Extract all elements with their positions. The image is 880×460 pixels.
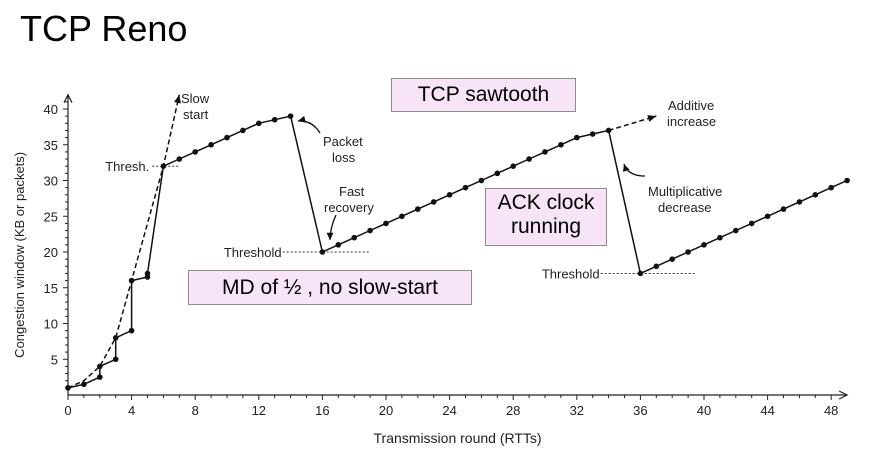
data-point — [383, 220, 389, 227]
data-point — [144, 270, 151, 277]
fast-recovery-pointer-head — [326, 232, 334, 240]
data-point — [255, 120, 262, 127]
data-point — [208, 141, 214, 148]
data-point — [542, 149, 548, 155]
data-point — [399, 213, 405, 220]
data-point — [112, 335, 119, 341]
arrow-head — [174, 94, 181, 104]
callout-md-half: MD of ½ , no slow-start — [188, 270, 472, 305]
data-point — [526, 156, 532, 162]
x-tick-label: 12 — [252, 403, 266, 418]
y-axis-arrow — [63, 93, 73, 103]
x-axis-label: Transmission round (RTTs) — [374, 430, 542, 446]
data-point — [748, 220, 755, 227]
data-point — [462, 184, 469, 191]
x-tick-label: 16 — [315, 403, 329, 418]
data-point — [589, 131, 596, 137]
slide-title: TCP Reno — [20, 8, 188, 49]
data-point — [701, 242, 707, 248]
data-point — [335, 242, 342, 248]
threshold-label: Thresh. — [105, 159, 149, 174]
data-point — [415, 206, 421, 212]
x-tick-label: 44 — [760, 403, 774, 418]
data-point — [717, 234, 723, 241]
annotation-multiplicative-decrease: Multiplicative decrease — [648, 184, 722, 215]
x-tick-label: 48 — [824, 403, 838, 418]
data-point — [812, 192, 819, 198]
data-point — [828, 184, 834, 191]
data-point — [844, 177, 850, 184]
data-point — [112, 356, 119, 363]
data-point — [780, 206, 787, 212]
x-tick-label: 20 — [379, 403, 393, 418]
data-point — [81, 381, 87, 388]
annotation-additive-increase: Additive increase — [667, 98, 716, 129]
dashed-series-line — [67, 94, 181, 389]
data-point — [351, 234, 358, 241]
y-tick-label: 20 — [44, 245, 58, 260]
x-axis-arrow — [838, 390, 849, 400]
data-point — [669, 256, 675, 262]
x-tick-label: 4 — [128, 403, 135, 418]
data-point — [446, 192, 453, 198]
callout-ack-line2: running — [510, 215, 582, 239]
packet-loss-pointer — [297, 120, 321, 134]
data-point — [653, 263, 660, 270]
data-point — [319, 249, 326, 255]
annotation-slow-start: Slow start — [181, 91, 210, 122]
data-point — [240, 127, 246, 134]
data-point — [764, 213, 771, 220]
x-tick-label: 8 — [192, 403, 199, 418]
x-tick-label: 0 — [64, 403, 71, 418]
data-point — [192, 149, 198, 155]
data-point — [558, 141, 564, 148]
x-tick-label: 28 — [506, 403, 520, 418]
x-tick-label: 24 — [442, 403, 456, 418]
threshold-label: Threshold — [542, 266, 600, 281]
data-point — [478, 177, 485, 184]
callout-tcp-sawtooth: TCP sawtooth — [391, 78, 576, 112]
x-tick-label: 32 — [570, 403, 584, 418]
data-point — [176, 156, 183, 162]
arrow-head — [647, 115, 657, 122]
y-tick-label: 35 — [44, 138, 58, 153]
data-point — [128, 327, 135, 334]
y-tick-label: 30 — [44, 174, 58, 189]
y-tick-label: 25 — [44, 209, 58, 224]
y-tick-label: 10 — [44, 317, 58, 332]
annotation-packet-loss: Packet loss — [323, 134, 363, 165]
data-point — [796, 199, 803, 205]
data-point — [287, 113, 294, 119]
data-point — [637, 270, 644, 277]
annotation-fast-recovery: Fast recovery — [324, 184, 374, 215]
data-point — [224, 134, 230, 141]
y-tick-label: 40 — [44, 102, 58, 117]
data-point — [430, 199, 437, 205]
congestion-window-line — [67, 115, 848, 389]
data-point — [494, 170, 501, 177]
data-point — [271, 116, 278, 123]
data-point — [367, 227, 373, 234]
y-axis-label: Congestion window (KB or packets) — [12, 152, 27, 358]
x-tick-label: 36 — [633, 403, 647, 418]
data-point — [733, 227, 739, 234]
callout-ack-line1: ACK clock — [497, 191, 595, 214]
packet-loss-pointer-head — [298, 115, 306, 123]
threshold-label: Threshold — [224, 245, 282, 260]
callout-ack-clock: ACK clock running — [485, 188, 607, 246]
data-point — [685, 249, 691, 255]
data-point — [605, 127, 612, 134]
data-point — [510, 163, 516, 169]
y-tick-label: 15 — [44, 281, 58, 296]
multiplicative-decrease-pointer-head — [622, 164, 630, 172]
x-tick-label: 40 — [697, 403, 711, 418]
data-point — [574, 134, 580, 141]
y-tick-label: 5 — [51, 352, 58, 367]
data-point — [97, 374, 103, 380]
